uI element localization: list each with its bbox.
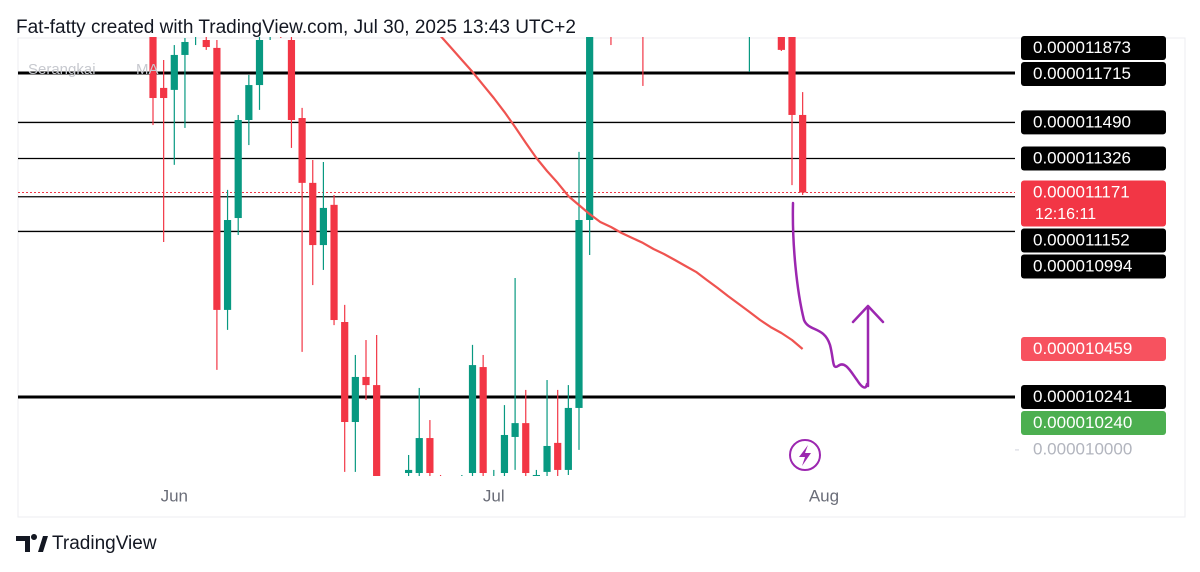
price-label-box: [1021, 410, 1166, 435]
candle-body: [500, 434, 509, 474]
x-tick-label: Aug: [809, 486, 839, 505]
lightning-icon[interactable]: [789, 439, 821, 471]
y-tick-label: 0.000010000: [1033, 439, 1132, 458]
price-label: 0.000011873: [1033, 38, 1131, 57]
brand-name: TradingView: [52, 533, 157, 554]
brand-logo: [16, 533, 48, 552]
price-label: 0.000010994: [1033, 257, 1132, 276]
candle-body: [479, 367, 487, 474]
candle-body: [788, 37, 796, 115]
legend-symbol: Serangkai: [28, 61, 96, 78]
candle-body: [543, 445, 551, 472]
candle-body: [564, 407, 572, 470]
candle-body: [245, 85, 253, 121]
price-label-box: [1021, 36, 1166, 60]
candle-body: [373, 385, 381, 476]
candle-body: [255, 39, 264, 86]
price-label-box: [1021, 180, 1166, 227]
candle-body: [532, 474, 540, 476]
price-label-box: [1021, 62, 1166, 86]
candle-body: [511, 423, 519, 437]
chart-frame: [17, 37, 1186, 518]
price-label: 0.000011326: [1033, 148, 1131, 167]
candle-body: [330, 204, 338, 321]
candle-body: [415, 438, 423, 474]
x-axis: Jun Jul Aug: [161, 486, 839, 505]
candle-body: [777, 37, 785, 50]
candle-body: [170, 54, 178, 90]
candle-body: [160, 87, 168, 99]
projection-arrow: [851, 304, 885, 388]
price-label: 0.000010240: [1033, 413, 1132, 432]
candle-body: [223, 220, 232, 310]
candle-body: [351, 376, 359, 423]
price-labels: 0.000011873 0.000011715 0.000011490 0.00001…: [1021, 36, 1166, 435]
price-label-box: [1021, 337, 1166, 362]
candle-body: [522, 423, 530, 474]
candle-body: [234, 120, 242, 219]
candle-body: [298, 118, 306, 183]
candle-body: [287, 39, 296, 121]
candle-body: [799, 114, 807, 193]
x-tick-label: Jun: [161, 486, 188, 505]
candle-body: [362, 376, 370, 386]
price-label: 0.000011152: [1033, 231, 1130, 250]
y-axis: 0.000010000: [1015, 439, 1132, 458]
price-label: 0.000011490: [1033, 112, 1131, 131]
candle-body: [213, 47, 221, 310]
price-label-box: [1021, 384, 1166, 409]
price-label-box: [1021, 254, 1166, 279]
price-label: 0.000010241: [1033, 387, 1132, 406]
candle-body: [341, 322, 349, 423]
ma-line: [440, 37, 804, 350]
candle-body: [309, 182, 317, 246]
price-countdown: 12:16:11: [1035, 206, 1096, 223]
price-label: 0.000011715: [1033, 64, 1131, 83]
projection-drawing: [791, 201, 869, 389]
x-tick-label: Jul: [483, 486, 505, 505]
chart-title: Fat-fatty created with TradingView.com, …: [16, 17, 576, 38]
plot-area: [149, 37, 807, 476]
candle-body: [202, 39, 210, 48]
price-label-box: [1021, 110, 1166, 135]
price-label: 0.000011171: [1033, 183, 1130, 202]
candle-body: [586, 37, 594, 221]
candle-body: [405, 469, 413, 474]
price-label-box: [1021, 228, 1166, 253]
candle-body: [319, 207, 327, 246]
candle-body: [149, 37, 157, 99]
legend-indicator: MA: [136, 61, 159, 78]
candle-body: [575, 220, 583, 408]
candle-body: [554, 442, 562, 470]
candle-body: [181, 41, 189, 55]
price-label: 0.000010459: [1033, 339, 1132, 358]
price-label-box: [1021, 146, 1166, 171]
candle-body: [426, 438, 434, 474]
levels: [18, 71, 1015, 399]
candle-body: [468, 365, 477, 474]
